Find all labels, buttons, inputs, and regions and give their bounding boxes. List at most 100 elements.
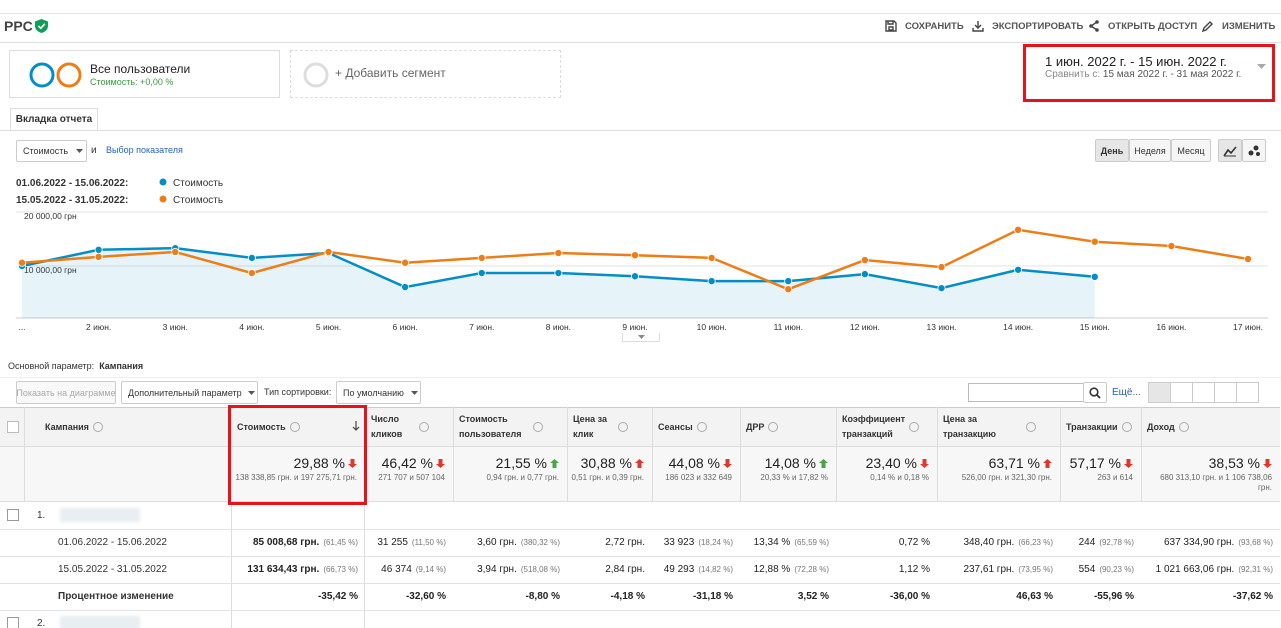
search-button[interactable]: [1083, 382, 1107, 403]
column-divider: [364, 502, 365, 628]
sort-arrow: [352, 421, 360, 431]
granularity-button[interactable]: Неделя: [1129, 139, 1171, 162]
help-icon[interactable]: [618, 422, 628, 432]
data-point: [784, 277, 793, 286]
table-search[interactable]: [968, 383, 1084, 402]
more-link[interactable]: Ещё...: [1112, 387, 1141, 398]
cell-value: -8,80 %: [525, 591, 560, 602]
cell-value: 31 255: [377, 537, 408, 548]
dropdown-caret: [411, 391, 418, 395]
total-detail: 680 313,10 грн. и 1 106 738,06 грн.: [1160, 473, 1272, 492]
date-picker[interactable]: 1 июн. 2022 г. - 15 июн. 2022 г. Сравнит…: [1035, 50, 1273, 90]
metric-select[interactable]: Стоимость: [16, 140, 87, 162]
trend-arrow: [819, 459, 828, 468]
sort-select[interactable]: По умолчанию: [336, 381, 421, 404]
header-action[interactable]: ЭКСПОРТИРОВАТЬ: [992, 21, 1084, 32]
column-header[interactable]: Стоимость: [237, 411, 341, 443]
row-checkbox[interactable]: [7, 617, 19, 628]
help-icon[interactable]: [289, 422, 300, 432]
header-action[interactable]: ОТКРЫТЬ ДОСТУП: [1108, 21, 1198, 32]
help-icon[interactable]: [419, 422, 429, 432]
header-action[interactable]: СОХРАНИТЬ: [905, 21, 964, 32]
comparison-view-button[interactable]: [1215, 383, 1237, 402]
line-chart-button[interactable]: [1218, 139, 1242, 162]
table-view-button[interactable]: [1149, 383, 1171, 402]
cell-value: 1 021 663,06 грн.: [1155, 564, 1235, 575]
help-icon[interactable]: [1026, 422, 1036, 432]
motion-chart-button[interactable]: [1242, 139, 1266, 162]
column-divider: [937, 407, 938, 502]
action-icon-shape: [885, 20, 897, 32]
help-icon[interactable]: [533, 422, 543, 432]
column-header[interactable]: Доход: [1147, 411, 1256, 443]
help-icon[interactable]: [1178, 422, 1189, 432]
performance-view-button[interactable]: [1193, 383, 1215, 402]
report-tab[interactable]: Вкладка отчета: [10, 108, 98, 130]
segment-card[interactable]: Все пользователи Стоимость: +0,00 %: [9, 50, 280, 98]
column-header[interactable]: Коэффициент транзакций: [842, 411, 920, 443]
action-icon: [885, 20, 897, 32]
table-cell: -4,18 %: [611, 591, 645, 602]
highlight-box: [1023, 44, 1275, 102]
total-detail: 526,00 грн. и 321,30 грн.: [961, 473, 1052, 482]
table-cell: 3,94 грн. (518,08 %): [477, 564, 560, 575]
help-icon[interactable]: [696, 422, 707, 432]
total-detail: 0,51 грн. и 0,39 грн.: [571, 473, 644, 482]
action-icon-shape: [1202, 21, 1213, 32]
add-segment[interactable]: + Добавить сегмент: [290, 50, 561, 98]
plot-rows-button[interactable]: Показать на диаграмме: [16, 381, 116, 404]
chart-resize-handle[interactable]: [622, 333, 660, 342]
cell-value: 85 008,68 грн.: [252, 537, 320, 548]
trend-arrow: [723, 459, 732, 468]
column-header[interactable]: Сеансы: [658, 411, 716, 443]
table-cell: 1,12 %: [899, 564, 930, 575]
legend-label: Стоимость: [173, 178, 223, 189]
x-tick-label: 16 июн.: [1156, 322, 1186, 332]
granularity-button[interactable]: День: [1095, 139, 1129, 162]
data-point: [554, 269, 563, 278]
cell-value: 3,60 грн.: [477, 537, 517, 548]
column-header[interactable]: Цена за транзакцию: [943, 411, 1036, 443]
cell-value: 244: [1078, 537, 1096, 548]
help-icon[interactable]: [768, 422, 779, 432]
column-header-label: Цена за клик: [573, 414, 607, 439]
pivot-view-button[interactable]: [1237, 383, 1258, 402]
x-tick-label: ...: [18, 322, 25, 332]
column-header[interactable]: Стоимость пользователя: [459, 411, 543, 443]
row-checkbox[interactable]: [7, 509, 19, 521]
data-point: [477, 253, 486, 262]
help-icon[interactable]: [909, 422, 920, 432]
metric-link[interactable]: Выбор показателя: [106, 145, 183, 155]
data-point: [1014, 225, 1023, 234]
header-action[interactable]: ИЗМЕНИТЬ: [1222, 21, 1276, 32]
total-change: 38,53 %: [1208, 455, 1260, 471]
help-icon[interactable]: [92, 422, 103, 432]
cell-value: 49 293: [663, 564, 695, 575]
granularity-button[interactable]: Месяц: [1171, 139, 1211, 162]
row-divider: [0, 583, 1280, 584]
table-cell: 49 293 (14,82 %): [664, 564, 733, 575]
column-header[interactable]: ДРР: [746, 411, 812, 443]
column-header[interactable]: Число кликов: [371, 411, 429, 443]
x-tick-label: 10 июн.: [697, 322, 727, 332]
secondary-dimension-select[interactable]: Дополнительный параметр: [121, 381, 258, 404]
segment-name: Все пользователи: [90, 62, 191, 76]
cell-share: (518,08 %): [520, 565, 560, 574]
table-cell: 3,52 %: [798, 591, 829, 602]
x-tick-label: 2 июн.: [86, 322, 111, 332]
column-header[interactable]: Цена за клик: [573, 411, 628, 443]
cell-value: 33 923: [663, 537, 695, 548]
data-point: [860, 256, 869, 265]
column-header[interactable]: Транзакции: [1066, 411, 1132, 443]
column-header-label: Сеансы: [658, 421, 693, 432]
trend-arrow: [920, 459, 929, 468]
pie-view-button[interactable]: [1171, 383, 1193, 402]
table-cell: 13,34 % (65,59 %): [754, 537, 829, 548]
help-icon[interactable]: [1121, 422, 1132, 432]
column-divider: [453, 407, 454, 502]
select-all-checkbox[interactable]: [7, 421, 19, 433]
trend-arrow-shape: [348, 459, 357, 468]
cell-value: 46,63 %: [1016, 591, 1053, 602]
cell-value: 3,94 грн.: [477, 564, 517, 575]
action-icon-dot: [1095, 28, 1099, 32]
